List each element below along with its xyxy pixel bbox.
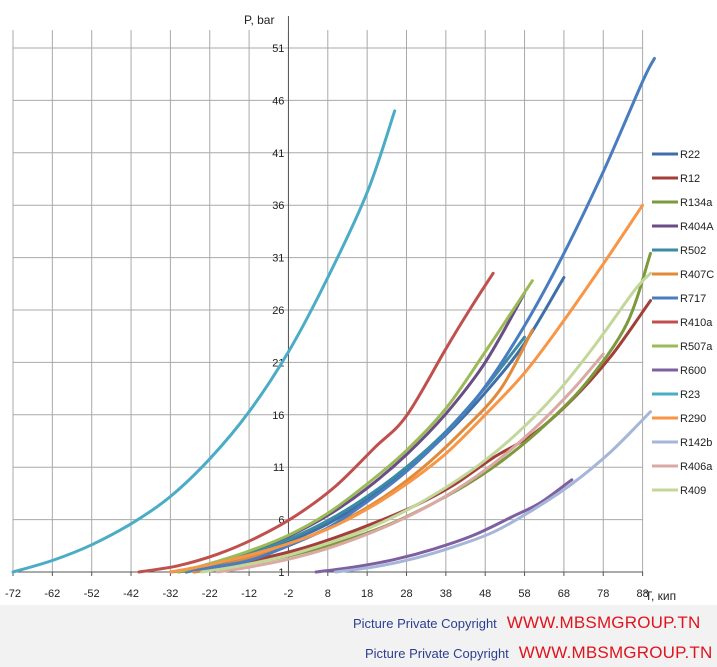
y-tick-label: 51 xyxy=(272,43,284,55)
x-tick-label: 18 xyxy=(361,588,373,600)
y-tick-label: 46 xyxy=(272,95,284,107)
x-tick-label: -72 xyxy=(5,588,21,600)
x-tick-label: -62 xyxy=(44,588,60,600)
y-tick-label: 16 xyxy=(272,410,284,422)
x-tick-label: 68 xyxy=(558,588,570,600)
legend-label: R502 xyxy=(680,245,706,257)
legend-label: R717 xyxy=(680,293,706,305)
series-line-r134a xyxy=(194,253,651,572)
x-tick-label: -2 xyxy=(284,588,294,600)
series-line-r507a xyxy=(178,281,532,572)
x-tick-label: 8 xyxy=(325,588,331,600)
y-tick-label: 26 xyxy=(272,305,284,317)
x-tick-label: 78 xyxy=(597,588,609,600)
x-tick-label: 28 xyxy=(400,588,412,600)
y-tick-label: 36 xyxy=(272,200,284,212)
legend-label: R22 xyxy=(680,149,700,161)
legend-label: R134a xyxy=(680,197,713,209)
series-line-r717 xyxy=(170,59,654,573)
x-tick-label: -42 xyxy=(123,588,139,600)
x-tick-label: 38 xyxy=(440,588,452,600)
y-tick-label: 11 xyxy=(273,462,284,474)
series-lines xyxy=(13,59,654,573)
legend-label: R290 xyxy=(680,413,706,425)
y-tick-label: 31 xyxy=(272,253,284,265)
x-tick-label: -22 xyxy=(202,588,218,600)
x-tick-label: 58 xyxy=(518,588,530,600)
legend-label: R507a xyxy=(680,341,713,353)
legend-label: R600 xyxy=(680,365,706,377)
legend-label: R142b xyxy=(680,437,712,449)
legend-label: R407C xyxy=(680,269,714,281)
site-link[interactable]: WWW.MBSMGROUP.TN xyxy=(519,643,713,662)
x-tick-label: 48 xyxy=(479,588,491,600)
x-tick-label: -12 xyxy=(241,588,257,600)
legend-label: R404A xyxy=(680,221,714,233)
footer: Picture Private Copyright WWW.MBSMGROUP.T… xyxy=(0,605,717,667)
y-tick-label: 1 xyxy=(278,567,284,579)
legend-label: R12 xyxy=(680,173,700,185)
x-tick-label: -32 xyxy=(162,588,178,600)
legend-label: R406a xyxy=(680,461,713,473)
series-line-r23 xyxy=(13,111,395,572)
copyright-line-1: Picture Private Copyright WWW.MBSMGROUP.T… xyxy=(353,613,700,633)
legend-label: R409 xyxy=(680,485,706,497)
legend-label: R410a xyxy=(680,317,713,329)
legend: R22 R12 R134a R404A R502 R407C R717 R410a R507a R… xyxy=(652,149,714,497)
copyright-text: Picture Private Copyright xyxy=(365,646,509,661)
copyright-text: Picture Private Copyright xyxy=(353,616,497,631)
series-line-r409 xyxy=(202,273,651,572)
chart: -72 -62 -52 -42 -32 -22 -12 -2 8 18 28 38 48 58 68 78 88… xyxy=(0,0,717,612)
site-link[interactable]: WWW.MBSMGROUP.TN xyxy=(507,613,701,632)
legend-label: R23 xyxy=(680,389,700,401)
x-tick-label: -52 xyxy=(84,588,100,600)
y-tick-label: 41 xyxy=(272,148,284,160)
y-axis-title: P, bar xyxy=(244,13,274,27)
copyright-line-2: Picture Private Copyright WWW.MBSMGROUP.T… xyxy=(365,643,712,663)
x-axis-title: T, кип xyxy=(645,589,676,603)
